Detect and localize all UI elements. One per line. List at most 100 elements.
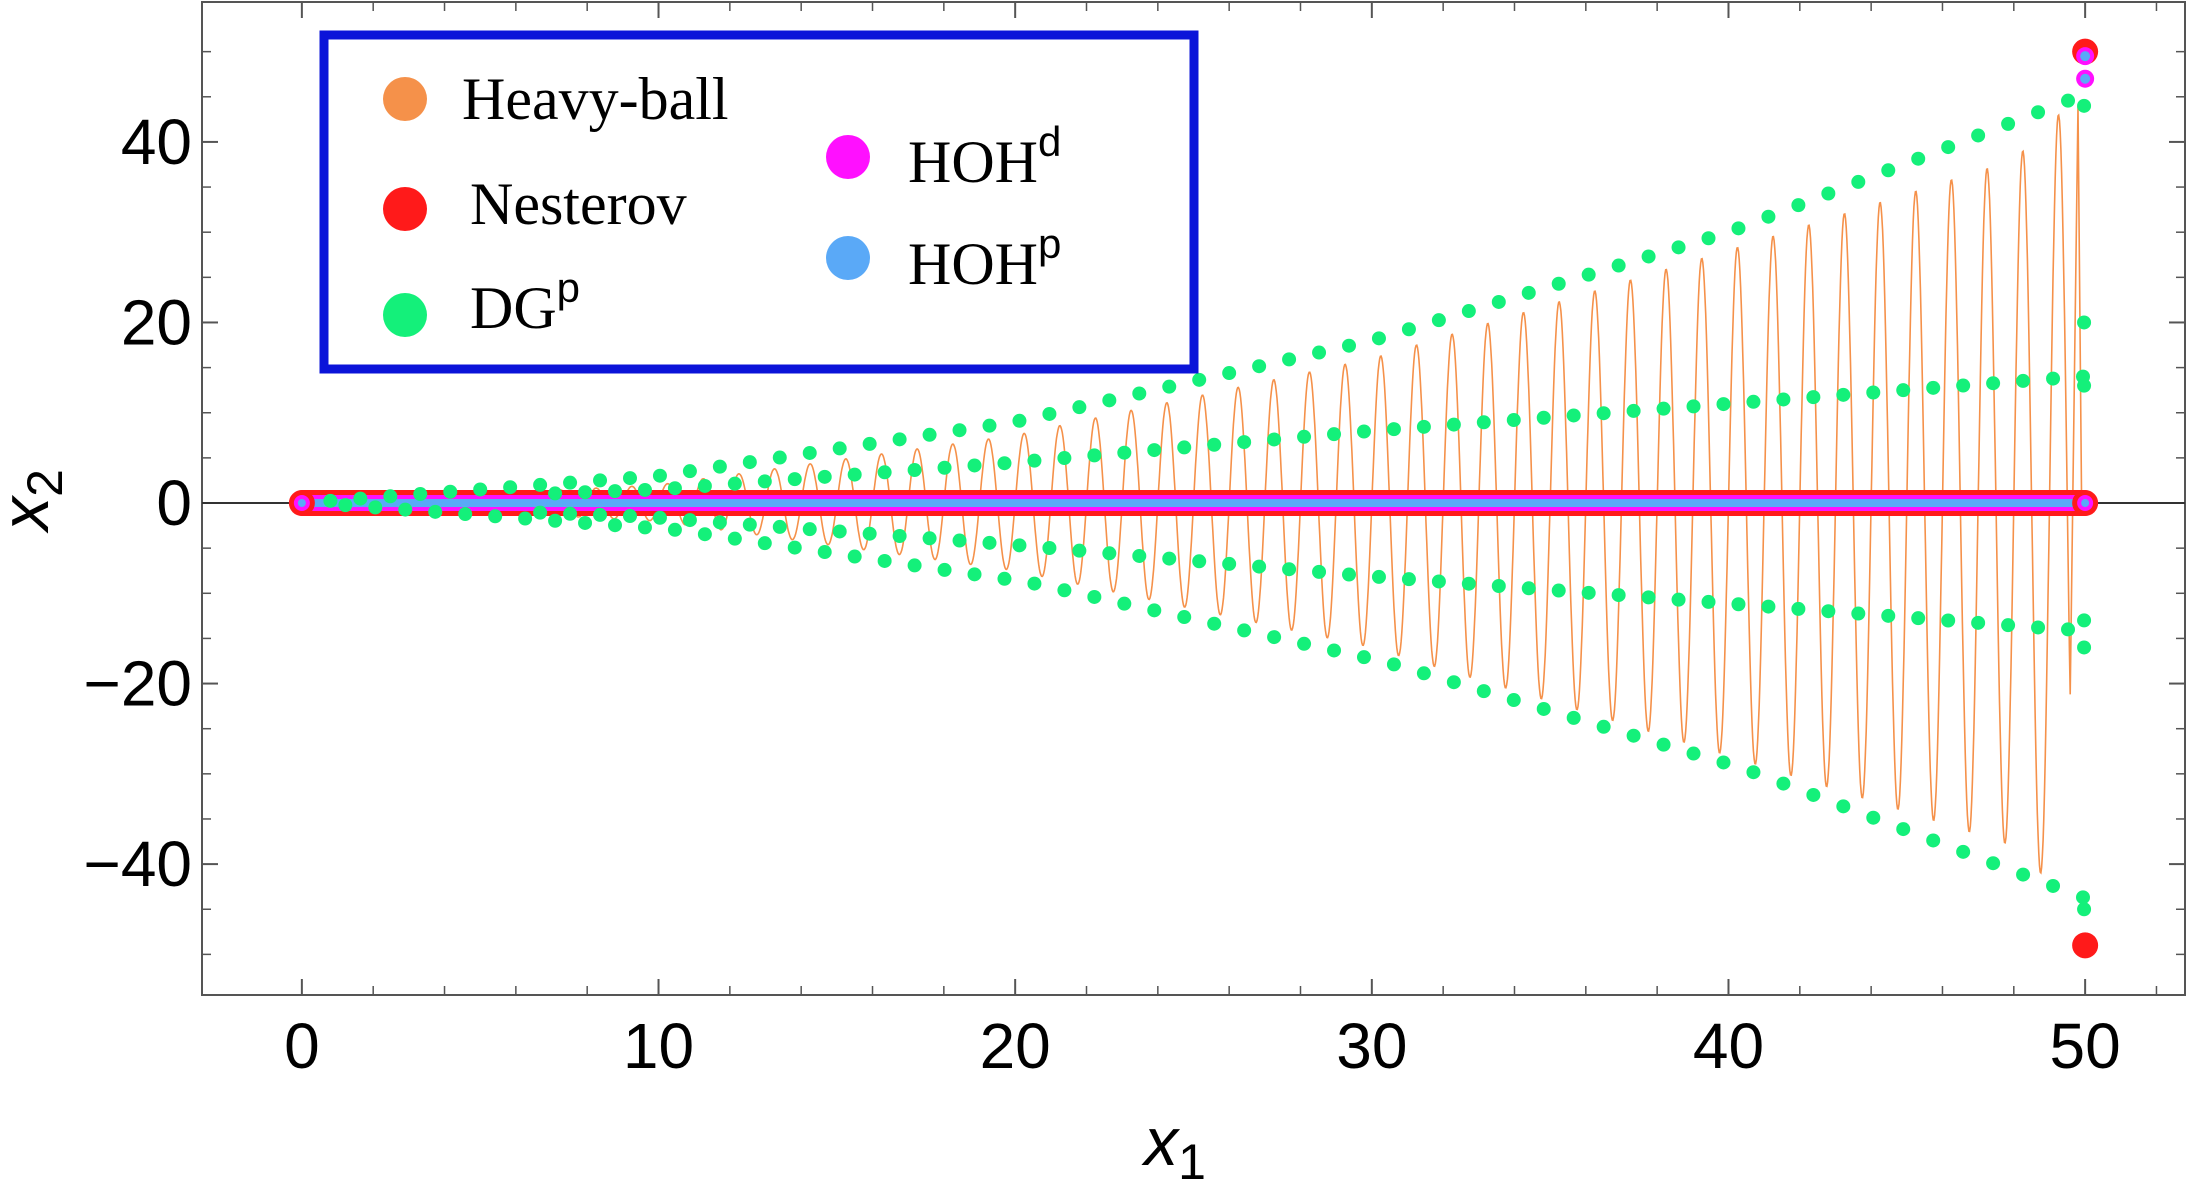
dg-p-point: [1746, 765, 1761, 780]
legend-marker-heavy-ball: [383, 77, 427, 121]
dg-p-point: [922, 427, 937, 442]
y-axis-title: x2: [0, 469, 73, 534]
dg-p-point: [1356, 650, 1371, 665]
legend-label-heavy-ball: Heavy-ball: [462, 66, 729, 132]
dg-p-point: [1596, 406, 1611, 421]
dg-p-point: [1312, 564, 1327, 579]
dg-p-point: [563, 506, 578, 521]
y-tick-label: 40: [121, 106, 192, 178]
dg-p-point: [578, 515, 593, 530]
dg-p-point: [2077, 98, 2092, 113]
dg-p-point: [488, 509, 503, 524]
dg-p-point: [637, 520, 652, 535]
plot-border: [201, 1, 2186, 996]
dg-p-point: [652, 468, 667, 483]
dg-p-point: [712, 515, 727, 530]
dg-p-point: [1386, 657, 1401, 672]
dg-p-point: [1431, 574, 1446, 589]
dg-p-point: [1611, 258, 1626, 273]
dg-p-point: [1941, 613, 1956, 628]
dg-p-point: [1446, 417, 1461, 432]
hoh-p-point: [2080, 51, 2091, 62]
dg-p-point: [1102, 546, 1117, 561]
dg-p-point: [503, 480, 518, 495]
dg-p-point: [1431, 313, 1446, 328]
dg-p-point: [832, 441, 847, 456]
dg-p-point: [2031, 105, 2046, 120]
dg-p-point: [682, 464, 697, 479]
dg-p-point: [608, 484, 623, 499]
dg-p-point: [2001, 116, 2016, 131]
dg-p-point: [1192, 372, 1207, 387]
dg-p-point: [1027, 576, 1042, 591]
dg-p-point: [1446, 675, 1461, 690]
nesterov-band: [289, 490, 2098, 517]
dg-p-point: [1716, 397, 1731, 412]
plot-frame: [201, 1, 2186, 996]
legend-label-hoh-p: HOHp: [908, 220, 1061, 297]
dg-p-point: [1102, 393, 1117, 408]
legend-label-hoh-d: HOHd: [908, 118, 1061, 195]
dg-p-point: [847, 467, 862, 482]
dg-p-point: [697, 478, 712, 493]
dg-p-point: [1761, 209, 1776, 224]
x-tick-label: 20: [980, 1010, 1051, 1082]
dg-p-point: [1476, 415, 1491, 430]
dg-p-point: [1177, 440, 1192, 455]
dg-p-point: [1551, 276, 1566, 291]
dg-p-point: [1806, 390, 1821, 405]
dg-p-point: [1671, 592, 1686, 607]
dg-p-point: [1342, 567, 1357, 582]
dg-p-point: [1791, 198, 1806, 213]
dg-p-point: [1716, 755, 1731, 770]
dg-p-point: [563, 475, 578, 490]
dg-p-point: [1506, 413, 1521, 428]
y-tick-label: −20: [83, 648, 192, 720]
dg-p-point: [1956, 378, 1971, 393]
dg-p-point: [1926, 380, 1941, 395]
dg-p-point: [2075, 890, 2090, 905]
dg-p-point: [1042, 540, 1057, 555]
y-tick-label: 0: [156, 467, 192, 539]
legend-marker-nesterov: [383, 187, 427, 231]
dg-p-point: [1297, 429, 1312, 444]
dg-p-point: [967, 458, 982, 473]
dg-p-point: [1207, 437, 1222, 452]
dg-p-point: [1566, 408, 1581, 423]
dg-p-point: [1461, 304, 1476, 319]
dg-p-series: [323, 93, 2092, 917]
dg-p-point: [1911, 151, 1926, 166]
dg-p-point: [937, 562, 952, 577]
dg-p-point: [757, 536, 772, 551]
x-tick-label: 50: [2050, 1010, 2121, 1082]
dg-p-point: [1282, 352, 1297, 367]
dg-p-point: [772, 450, 787, 465]
dg-p-point: [533, 505, 548, 520]
dg-p-point: [1881, 608, 1896, 623]
dg-p-point: [1342, 338, 1357, 353]
dg-p-point: [1371, 331, 1386, 346]
dg-p-point: [712, 459, 727, 474]
legend-marker-dg-p: [383, 293, 427, 337]
dg-p-point: [533, 477, 548, 492]
dg-p-point: [1491, 294, 1506, 309]
hoh-p-point: [2081, 499, 2090, 508]
dg-p-point: [727, 476, 742, 491]
dg-p-point: [892, 528, 907, 543]
dg-p-point: [1896, 383, 1911, 398]
dg-p-point: [1117, 596, 1132, 611]
dg-p-point: [458, 507, 473, 522]
dg-p-point: [593, 473, 608, 488]
dg-p-point: [1386, 422, 1401, 437]
dg-p-point: [1132, 548, 1147, 563]
dg-p-point: [1536, 410, 1551, 425]
legend: Heavy-ball Nesterov DGp HOHd HOHp: [319, 30, 1199, 374]
dg-p-point: [667, 522, 682, 537]
dg-p-point: [982, 418, 997, 433]
hoh-p-point: [2080, 73, 2091, 84]
dg-p-point: [1596, 719, 1611, 734]
dg-p-point: [1521, 581, 1536, 596]
dg-p-point: [1776, 776, 1791, 791]
dg-p-point: [353, 491, 368, 506]
dg-p-point: [1581, 585, 1596, 600]
